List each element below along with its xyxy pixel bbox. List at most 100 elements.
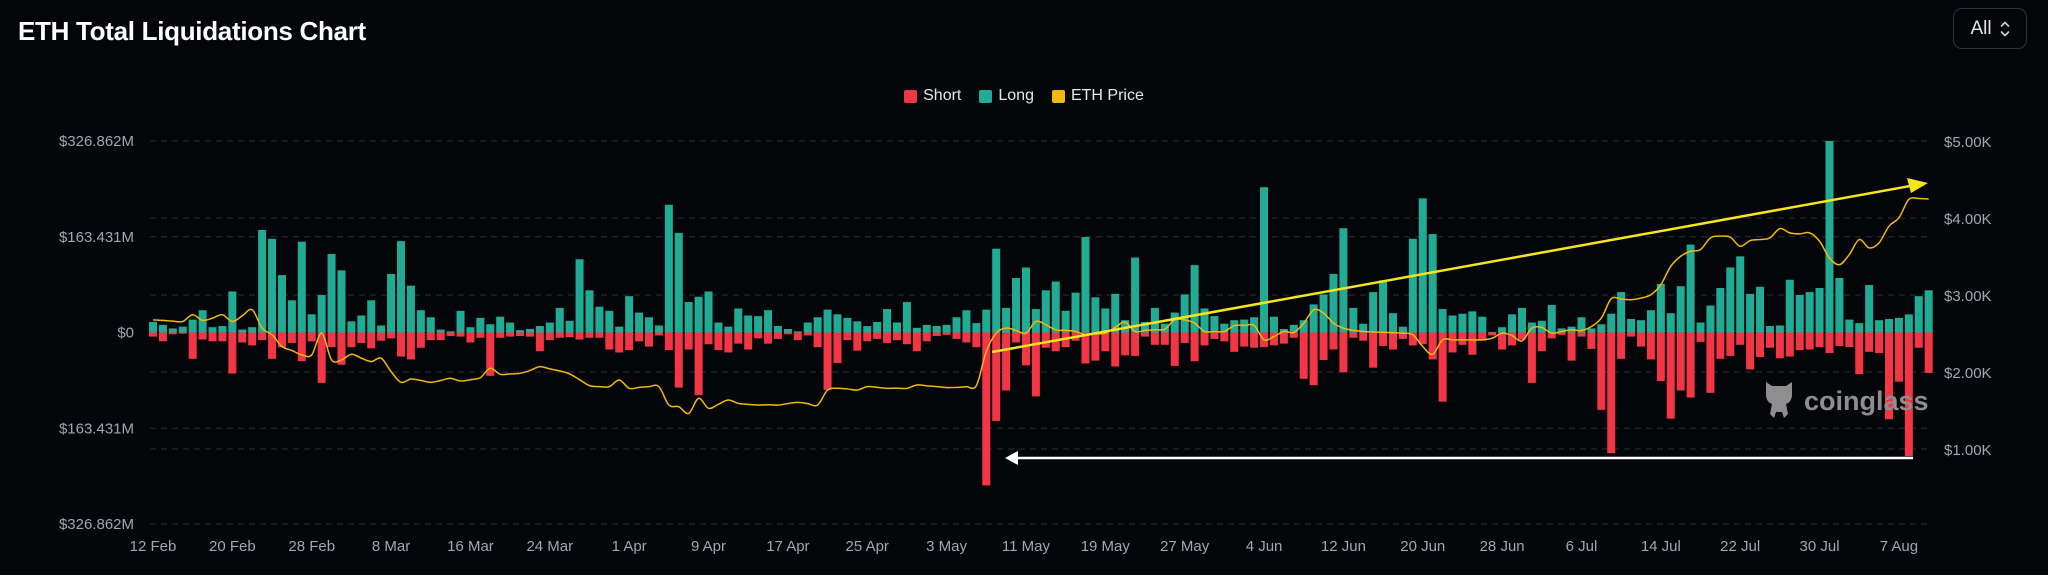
long-bar[interactable] [1230, 320, 1239, 333]
long-bar[interactable] [823, 309, 832, 333]
short-bar[interactable] [1418, 332, 1427, 345]
long-bar[interactable] [1617, 292, 1626, 333]
short-bar[interactable] [248, 332, 257, 346]
long-bar[interactable] [208, 327, 217, 333]
long-bar[interactable] [1894, 317, 1903, 333]
long-bar[interactable] [1587, 328, 1596, 333]
long-bar[interactable] [1012, 278, 1021, 333]
short-bar[interactable] [1567, 332, 1576, 361]
short-bar[interactable] [972, 332, 981, 348]
long-bar[interactable] [1041, 290, 1050, 333]
short-bar[interactable] [1894, 332, 1903, 382]
long-bar[interactable] [674, 232, 683, 333]
short-bar[interactable] [1508, 332, 1517, 346]
short-bar[interactable] [912, 332, 921, 352]
short-bar[interactable] [1716, 332, 1725, 359]
long-bar[interactable] [1329, 273, 1338, 333]
short-bar[interactable] [456, 332, 465, 337]
long-bar[interactable] [843, 317, 852, 333]
short-bar[interactable] [1746, 332, 1755, 370]
long-bar[interactable] [1111, 293, 1120, 333]
long-bar[interactable] [1765, 326, 1774, 333]
short-bar[interactable] [416, 332, 425, 348]
long-bar[interactable] [1438, 309, 1447, 333]
short-bar[interactable] [714, 332, 723, 351]
long-bar[interactable] [357, 315, 366, 333]
short-bar[interactable] [238, 332, 247, 343]
short-bar[interactable] [1230, 332, 1239, 352]
long-bar[interactable] [506, 322, 515, 333]
long-bar[interactable] [942, 324, 951, 333]
long-bar[interactable] [1408, 238, 1417, 333]
long-bar[interactable] [992, 248, 1001, 333]
long-bar[interactable] [1795, 295, 1804, 333]
long-bar[interactable] [327, 253, 336, 333]
long-bar[interactable] [1478, 316, 1487, 333]
long-bar[interactable] [1458, 313, 1467, 333]
long-bar[interactable] [1200, 308, 1209, 333]
short-bar[interactable] [1637, 332, 1645, 347]
long-bar[interactable] [575, 259, 584, 333]
long-bar[interactable] [744, 315, 753, 333]
short-bar[interactable] [664, 332, 673, 351]
long-bar[interactable] [1547, 304, 1556, 333]
long-bar[interactable] [1637, 320, 1645, 333]
long-bar[interactable] [1885, 319, 1893, 333]
short-bar[interactable] [783, 332, 792, 335]
short-bar[interactable] [1656, 332, 1665, 382]
short-bar[interactable] [545, 332, 554, 341]
short-bar[interactable] [555, 332, 564, 338]
short-bar[interactable] [307, 332, 316, 342]
long-bar[interactable] [1756, 286, 1765, 333]
short-bar[interactable] [724, 332, 733, 353]
short-bar[interactable] [793, 332, 802, 341]
short-bar[interactable] [1220, 332, 1229, 342]
long-bar[interactable] [754, 316, 763, 333]
short-bar[interactable] [476, 332, 485, 338]
long-bar[interactable] [1775, 325, 1784, 333]
short-bar[interactable] [1339, 332, 1348, 373]
long-bar[interactable] [1141, 321, 1149, 333]
short-bar[interactable] [684, 332, 693, 350]
short-bar[interactable] [516, 332, 525, 337]
long-bar[interactable] [664, 204, 673, 333]
long-bar[interactable] [1289, 324, 1298, 333]
short-bar[interactable] [486, 332, 495, 376]
long-bar[interactable] [476, 317, 485, 333]
short-bar[interactable] [1587, 332, 1596, 349]
long-bar[interactable] [1825, 141, 1834, 333]
short-bar[interactable] [1726, 332, 1735, 356]
short-bar[interactable] [922, 332, 931, 342]
short-bar[interactable] [1349, 332, 1358, 338]
short-bar[interactable] [1279, 332, 1288, 344]
short-bar[interactable] [1468, 332, 1477, 355]
long-bar[interactable] [238, 329, 247, 333]
long-bar[interactable] [218, 326, 227, 333]
short-bar[interactable] [1200, 332, 1209, 346]
short-bar[interactable] [1051, 332, 1060, 352]
short-bar[interactable] [1736, 332, 1745, 345]
short-bar[interactable] [605, 332, 614, 350]
short-bar[interactable] [1865, 332, 1874, 352]
long-bar[interactable] [734, 308, 743, 333]
long-bar[interactable] [853, 321, 862, 333]
long-bar[interactable] [1170, 312, 1179, 333]
long-bar[interactable] [1051, 281, 1060, 333]
long-bar[interactable] [516, 330, 525, 333]
legend-item-short[interactable]: Short [904, 87, 961, 105]
long-bar[interactable] [1736, 256, 1745, 333]
long-bar[interactable] [932, 326, 941, 333]
short-bar[interactable] [694, 332, 703, 396]
long-bar[interactable] [1389, 313, 1397, 333]
short-bar[interactable] [397, 332, 405, 357]
short-bar[interactable] [496, 332, 505, 338]
long-bar[interactable] [188, 319, 197, 333]
long-bar[interactable] [912, 327, 921, 333]
long-bar[interactable] [1160, 323, 1169, 333]
long-bar[interactable] [1696, 322, 1705, 333]
short-bar[interactable] [535, 332, 544, 352]
short-bar[interactable] [1012, 332, 1021, 343]
short-bar[interactable] [1924, 332, 1933, 373]
short-bar[interactable] [149, 332, 157, 337]
long-bar[interactable] [783, 328, 792, 333]
